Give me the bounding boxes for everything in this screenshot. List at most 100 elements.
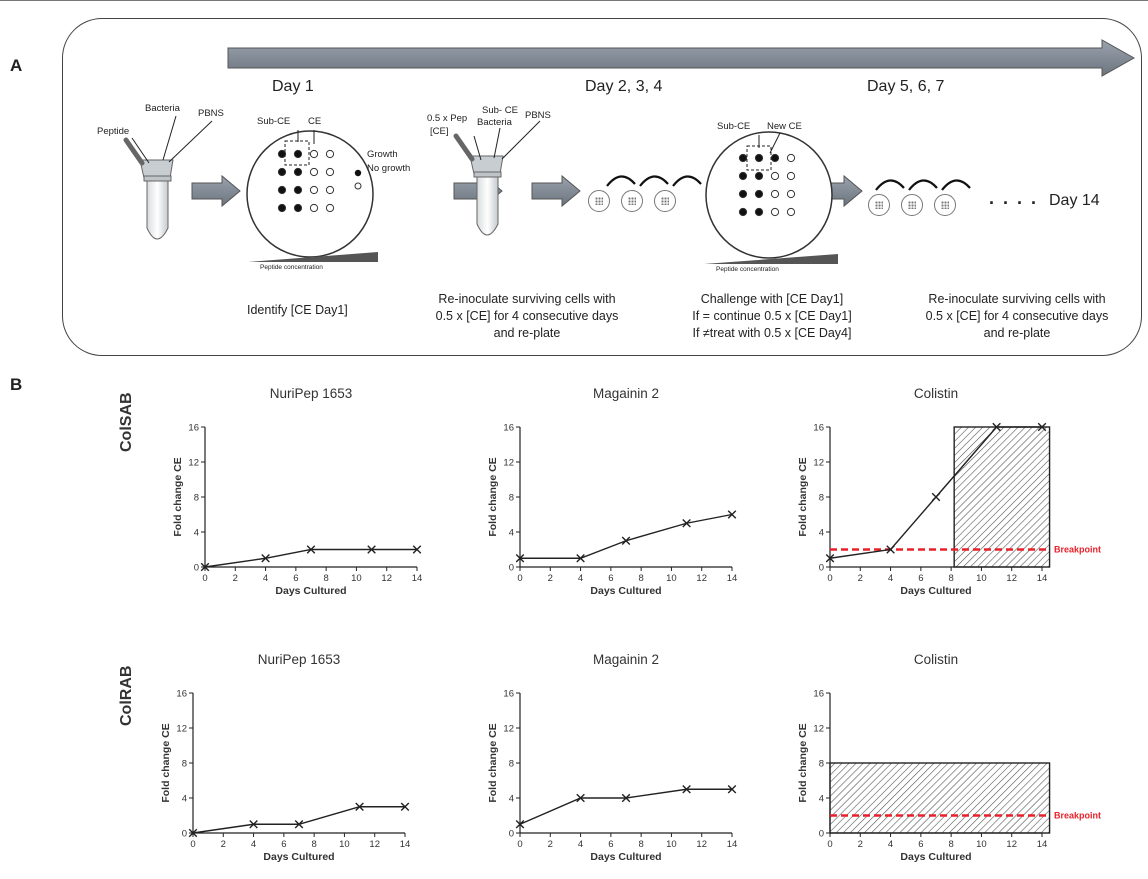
x-tick-label: 2	[221, 839, 226, 850]
no-growth-dot	[309, 185, 319, 195]
legend-no-growth: No growth	[367, 163, 411, 174]
y-tick-label: 16	[503, 689, 514, 700]
y-tick-label: 4	[509, 528, 514, 539]
chart-title: Magainin 2	[593, 386, 659, 401]
x-axis-label: Days Cultured	[590, 585, 661, 597]
step-arrow-3	[531, 174, 581, 208]
mini-plate-icon	[934, 194, 956, 216]
y-tick-label: 8	[819, 759, 824, 770]
data-point	[682, 784, 691, 794]
top-rule	[0, 0, 1148, 1]
mini-plate-icon	[868, 194, 890, 216]
y-tick-label: 12	[503, 724, 514, 735]
step-caption: Re-inoculate surviving cells with 0.5 x …	[925, 292, 1109, 340]
tube-label: Bacteria	[477, 117, 512, 128]
x-tick-label: 10	[666, 839, 677, 850]
axis-note: Peptide concentration	[260, 264, 323, 271]
data-point	[188, 828, 198, 838]
x-tick-label: 6	[293, 573, 298, 584]
x-tick-label: 4	[578, 573, 583, 584]
x-tick-label: 10	[976, 839, 987, 850]
y-tick-label: 8	[194, 493, 199, 504]
data-point	[355, 802, 364, 812]
x-tick-label: 2	[548, 839, 553, 850]
data-point	[992, 422, 1001, 432]
y-tick-label: 0	[819, 829, 824, 840]
chart-colsab-nuripep: NuriPep 1653 0 4 8 12 16 0 2 4 6 8 10 12 14 Days Cultu…	[155, 382, 455, 617]
y-tick-label: 0	[509, 563, 514, 574]
x-tick-label: 14	[1037, 573, 1048, 584]
plate-label: New CE	[767, 121, 802, 132]
y-tick-label: 8	[509, 493, 514, 504]
y-axis-label: Fold change CE	[172, 457, 184, 536]
mini-plate-icon	[901, 194, 923, 216]
x-tick-label: 8	[323, 573, 328, 584]
no-growth-dot	[786, 153, 796, 163]
chart-colrab-magainin: Magainin 2 0 4 8 12 16 0 2 4 6 8 10 12 14 Days Culture…	[470, 648, 770, 879]
plate-label: Sub-CE	[717, 121, 751, 132]
day-label: Day 1	[272, 78, 314, 95]
no-growth-dot	[325, 167, 335, 177]
x-tick-label: 12	[696, 573, 707, 584]
tube-label: Peptide	[97, 126, 130, 137]
tube-label: PBNS	[198, 108, 224, 119]
no-growth-dot	[309, 203, 319, 213]
x-tick-label: 4	[888, 573, 893, 584]
chart-title: Colistin	[914, 386, 958, 401]
growth-dot	[754, 153, 764, 163]
y-tick-label: 12	[176, 724, 187, 735]
chart-title: NuriPep 1653	[258, 652, 341, 667]
data-point	[367, 545, 376, 554]
x-tick-label: 12	[1006, 573, 1017, 584]
data-point	[400, 802, 410, 812]
no-growth-dot	[786, 207, 796, 217]
plate-label: CE	[308, 116, 322, 127]
no-growth-dot	[786, 189, 796, 199]
x-tick-label: 2	[548, 573, 553, 584]
plate-label: Sub-CE	[257, 116, 291, 127]
y-tick-label: 8	[509, 759, 514, 770]
no-growth-dot	[770, 207, 780, 217]
x-tick-label: 12	[369, 839, 380, 850]
x-tick-label: 6	[918, 839, 923, 850]
day-label: Day 2, 3, 4	[585, 78, 663, 95]
x-tick-label: 8	[948, 839, 953, 850]
x-tick-label: 8	[311, 839, 316, 850]
x-axis-label: Days Cultured	[263, 851, 334, 863]
series-line	[520, 513, 733, 559]
y-tick-label: 16	[188, 423, 199, 434]
x-tick-label: 14	[727, 573, 738, 584]
no-growth-dot	[325, 185, 335, 195]
growth-dot	[293, 149, 303, 159]
x-tick-label: 10	[666, 573, 677, 584]
x-tick-label: 6	[918, 573, 923, 584]
step-caption: Re-inoculate surviving cells with 0.5 x …	[435, 292, 619, 340]
y-axis-label: Fold change CE	[797, 457, 809, 536]
x-tick-label: 2	[858, 573, 863, 584]
y-axis-label: Fold change CE	[487, 457, 499, 536]
axis-note: Peptide concentration	[716, 266, 779, 273]
series-line	[204, 548, 417, 568]
day-label: Day 14	[1049, 192, 1100, 209]
mini-plate-icon	[654, 190, 676, 212]
growth-dot	[738, 189, 748, 199]
data-point	[294, 819, 304, 829]
x-tick-label: 6	[608, 573, 613, 584]
no-growth-dot	[786, 171, 796, 181]
breakpoint-label: Breakpoint	[1054, 545, 1101, 555]
tube-label: Sub- CE	[482, 105, 518, 116]
growth-dot	[754, 207, 764, 217]
growth-dot	[277, 149, 287, 159]
day-label: Day 5, 6, 7	[867, 78, 945, 95]
no-growth-dot	[309, 149, 319, 159]
y-tick-label: 12	[813, 458, 824, 469]
data-point	[200, 562, 210, 572]
growth-dot	[738, 207, 748, 217]
tube-label: [CE]	[430, 126, 449, 137]
chart-title: NuriPep 1653	[270, 386, 353, 401]
agar-plate-1	[246, 130, 374, 258]
data-point	[576, 793, 585, 803]
x-tick-label: 8	[638, 573, 643, 584]
concentration-wedge-2	[704, 254, 838, 264]
no-growth-dot	[770, 171, 780, 181]
